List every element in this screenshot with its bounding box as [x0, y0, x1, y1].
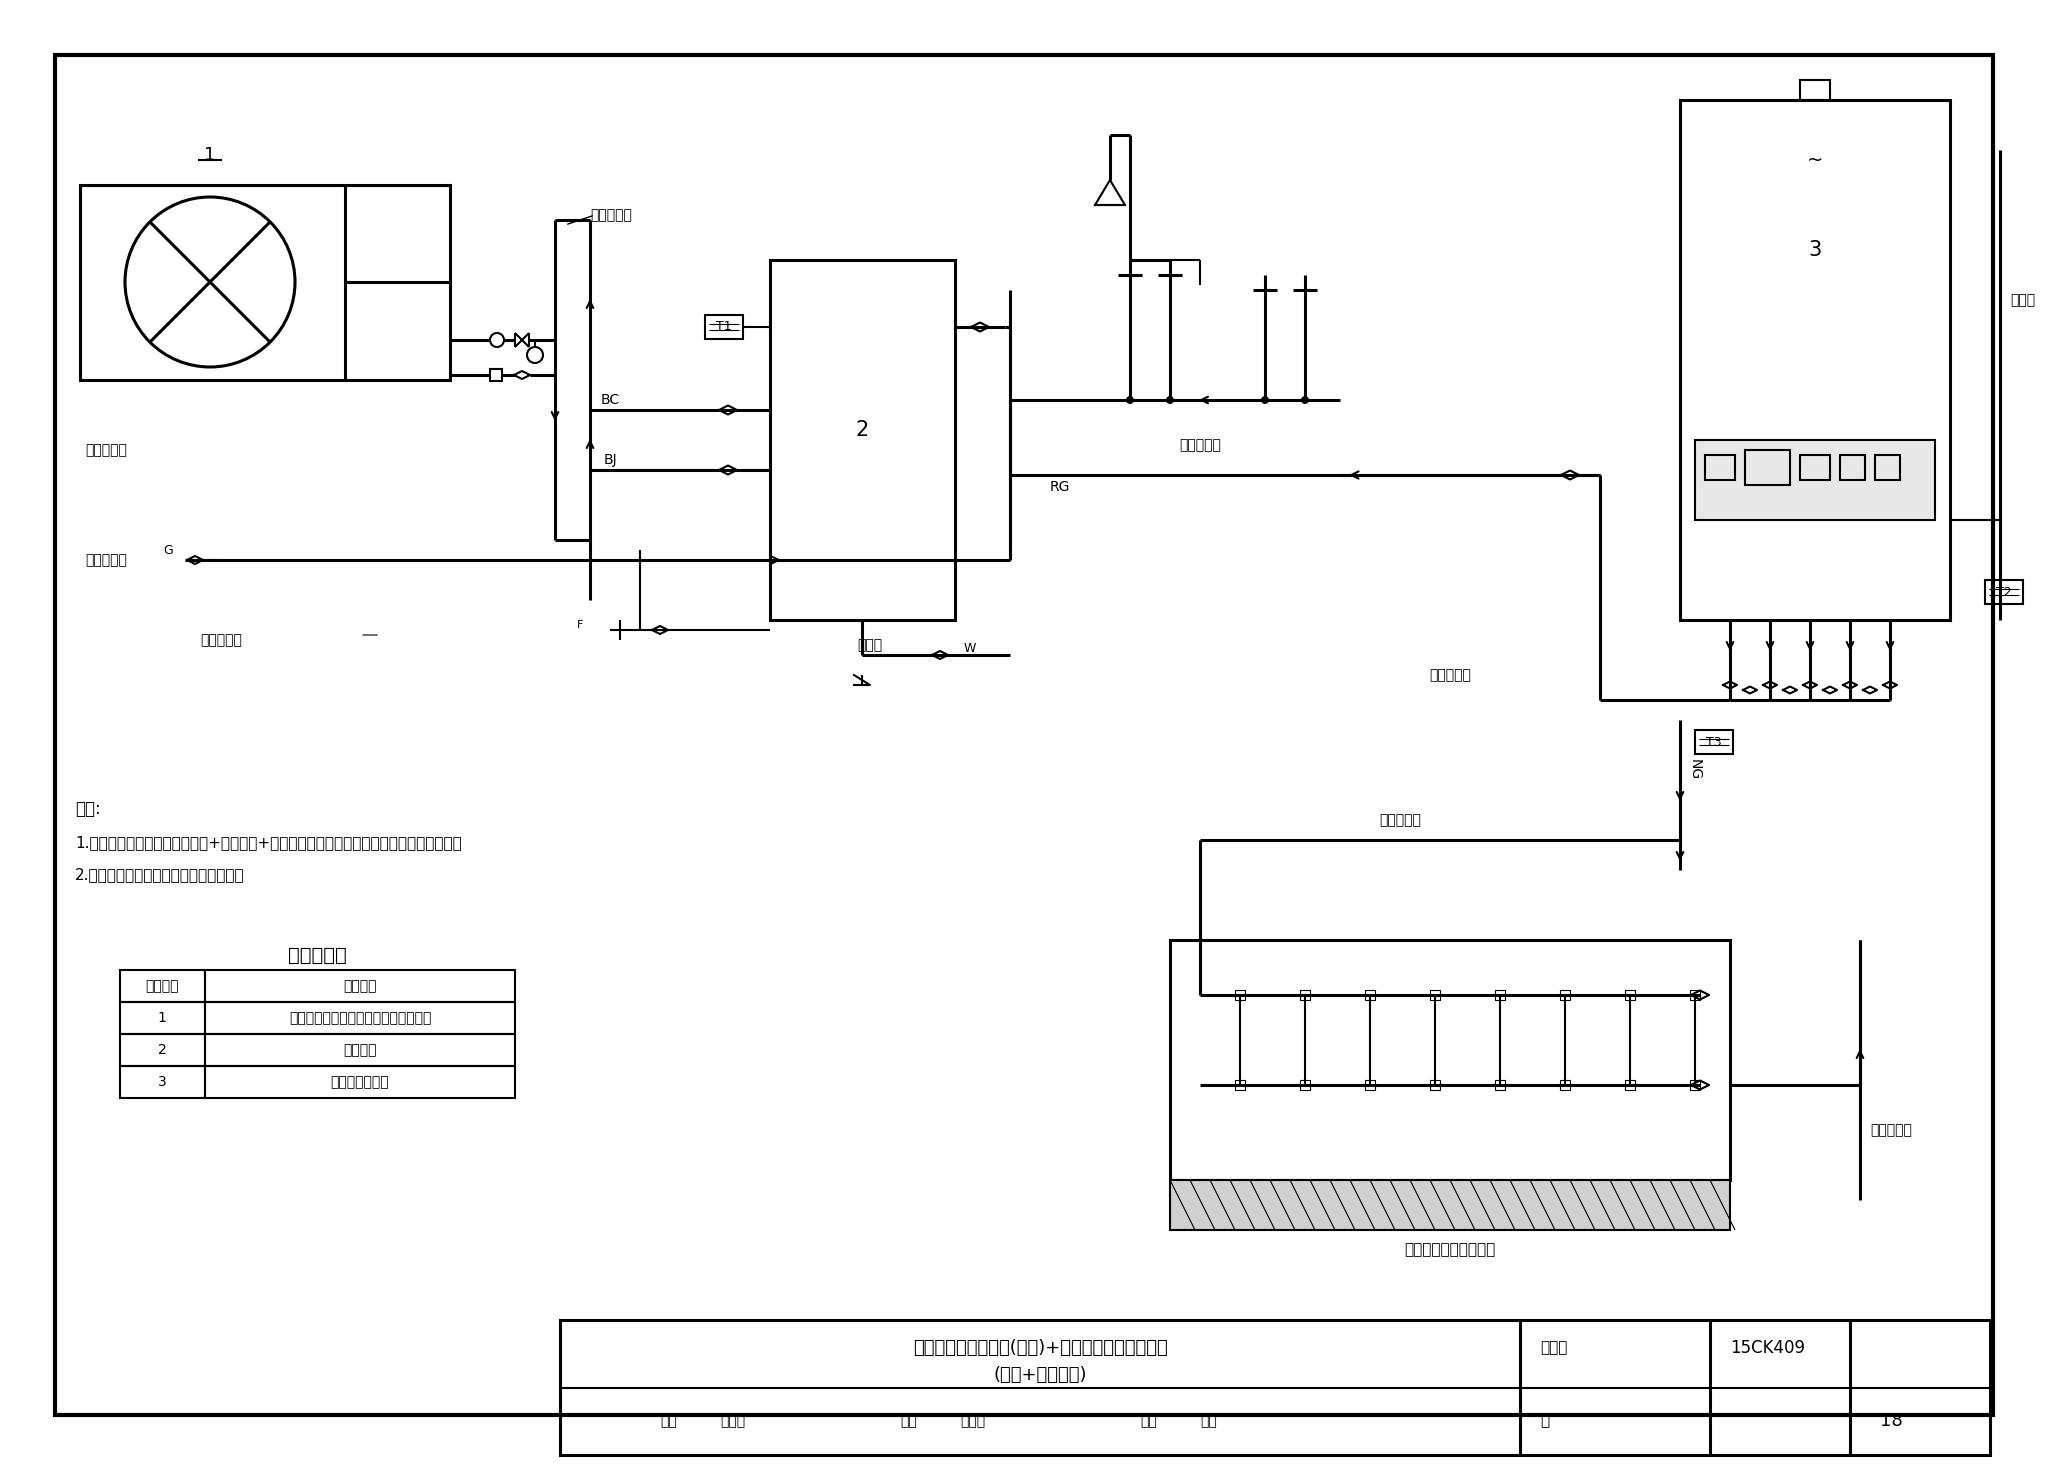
Bar: [205, 1066, 514, 1098]
Text: 王柱小: 王柱小: [961, 1415, 985, 1428]
Text: W: W: [965, 642, 977, 654]
Bar: [1624, 990, 1634, 1000]
Bar: [1495, 1080, 1505, 1091]
Bar: [1696, 730, 1733, 754]
Bar: [1561, 1080, 1571, 1091]
Circle shape: [1165, 396, 1174, 405]
Text: T1: T1: [717, 321, 731, 333]
Circle shape: [1300, 396, 1309, 405]
Bar: [1706, 454, 1735, 479]
Text: 热水供水管: 热水供水管: [1430, 668, 1470, 682]
Bar: [1690, 1080, 1700, 1091]
Text: 李红: 李红: [1200, 1415, 1217, 1428]
Text: 说明:: 说明:: [76, 800, 100, 818]
Circle shape: [1262, 396, 1270, 405]
Text: 3: 3: [158, 1075, 166, 1089]
Text: BC: BC: [600, 393, 621, 408]
Circle shape: [1126, 396, 1135, 405]
Bar: [1169, 940, 1731, 1180]
Text: RG: RG: [1051, 479, 1071, 494]
Text: F: F: [578, 620, 584, 630]
Text: T3: T3: [1706, 736, 1722, 749]
Bar: [205, 1001, 514, 1034]
Text: 钟家淮: 钟家淮: [721, 1415, 745, 1428]
Text: 页: 页: [1540, 1413, 1548, 1428]
Text: 2.供暖热水全部由燃气热水供暖炉加热。: 2.供暖热水全部由燃气热水供暖炉加热。: [76, 866, 244, 883]
Text: 校对: 校对: [899, 1415, 918, 1428]
Bar: [559, 1319, 1991, 1454]
Bar: [1800, 454, 1831, 479]
Text: 18: 18: [1880, 1412, 1903, 1429]
Text: 热泵进水管: 热泵进水管: [86, 443, 127, 457]
Text: T2: T2: [1997, 585, 2011, 598]
Bar: [1300, 1080, 1311, 1091]
Text: BJ: BJ: [604, 453, 616, 468]
Bar: [121, 1001, 205, 1034]
Bar: [1235, 1080, 1245, 1091]
Bar: [1624, 1080, 1634, 1091]
Text: 燃气管: 燃气管: [2009, 293, 2036, 306]
Bar: [1696, 440, 1935, 520]
Bar: [1800, 81, 1831, 100]
Bar: [121, 1034, 205, 1066]
Bar: [1300, 990, 1311, 1000]
Bar: [1876, 454, 1901, 479]
Bar: [1366, 990, 1374, 1000]
Bar: [1745, 450, 1790, 485]
Text: 供暖供水管: 供暖供水管: [1378, 814, 1421, 827]
Bar: [1430, 1080, 1440, 1091]
Text: NG: NG: [1688, 759, 1702, 780]
Text: 1: 1: [205, 147, 215, 164]
Text: 主要设备表: 主要设备表: [287, 946, 346, 965]
Bar: [121, 1066, 205, 1098]
Text: (卫浴+供暖功能): (卫浴+供暖功能): [993, 1366, 1087, 1384]
Text: 地板辐射供暖分集水器: 地板辐射供暖分集水器: [1405, 1243, 1495, 1258]
Text: 供暖回水管: 供暖回水管: [1870, 1123, 1913, 1138]
Text: 2: 2: [856, 419, 868, 440]
Text: 热水供水管: 热水供水管: [1180, 438, 1221, 452]
Bar: [1561, 990, 1571, 1000]
Text: 空气源热泵热水机组（分体机）室外机: 空气源热泵热水机组（分体机）室外机: [289, 1012, 432, 1025]
Text: 排至安全处: 排至安全处: [201, 633, 242, 647]
Text: 1: 1: [158, 1012, 166, 1025]
Bar: [1495, 990, 1505, 1000]
Text: ~: ~: [1806, 151, 1823, 170]
Bar: [1366, 1080, 1374, 1091]
Bar: [121, 970, 205, 1001]
Text: 1.本系统为空气源热泵热水机组+承压水箱+燃气热水供暖炉系统提供生活热水和供暖热水。: 1.本系统为空气源热泵热水机组+承压水箱+燃气热水供暖炉系统提供生活热水和供暖热…: [76, 836, 461, 850]
Bar: [489, 369, 502, 381]
Bar: [1985, 581, 2023, 604]
Text: 设备名称: 设备名称: [344, 979, 377, 992]
Bar: [1679, 100, 1950, 620]
Text: 15CK409: 15CK409: [1731, 1338, 1804, 1358]
Text: 热泵出水管: 热泵出水管: [590, 208, 633, 221]
Text: 设计: 设计: [1141, 1415, 1157, 1428]
Text: 承压水箱: 承压水箱: [344, 1042, 377, 1057]
Bar: [205, 1034, 514, 1066]
Text: 生活给水管: 生活给水管: [86, 553, 127, 567]
Text: 3: 3: [1808, 240, 1821, 259]
Bar: [80, 185, 451, 380]
Text: 空气源热泵热水机组(家用)+燃气热水供暖炉系统图: 空气源热泵热水机组(家用)+燃气热水供暖炉系统图: [913, 1338, 1167, 1358]
Bar: [205, 970, 514, 1001]
Text: 排污管: 排污管: [858, 638, 883, 652]
Text: 图集号: 图集号: [1540, 1340, 1567, 1356]
Text: 审核: 审核: [659, 1415, 676, 1428]
Bar: [1839, 454, 1866, 479]
Bar: [1235, 990, 1245, 1000]
Text: 燃气热水供暖炉: 燃气热水供暖炉: [330, 1075, 389, 1089]
Text: G: G: [164, 544, 172, 557]
Bar: [1690, 990, 1700, 1000]
Text: 设备编号: 设备编号: [145, 979, 178, 992]
Bar: [705, 315, 743, 339]
Bar: [770, 259, 954, 620]
Text: 2: 2: [158, 1042, 166, 1057]
Bar: [1430, 990, 1440, 1000]
Bar: [1169, 1180, 1731, 1230]
